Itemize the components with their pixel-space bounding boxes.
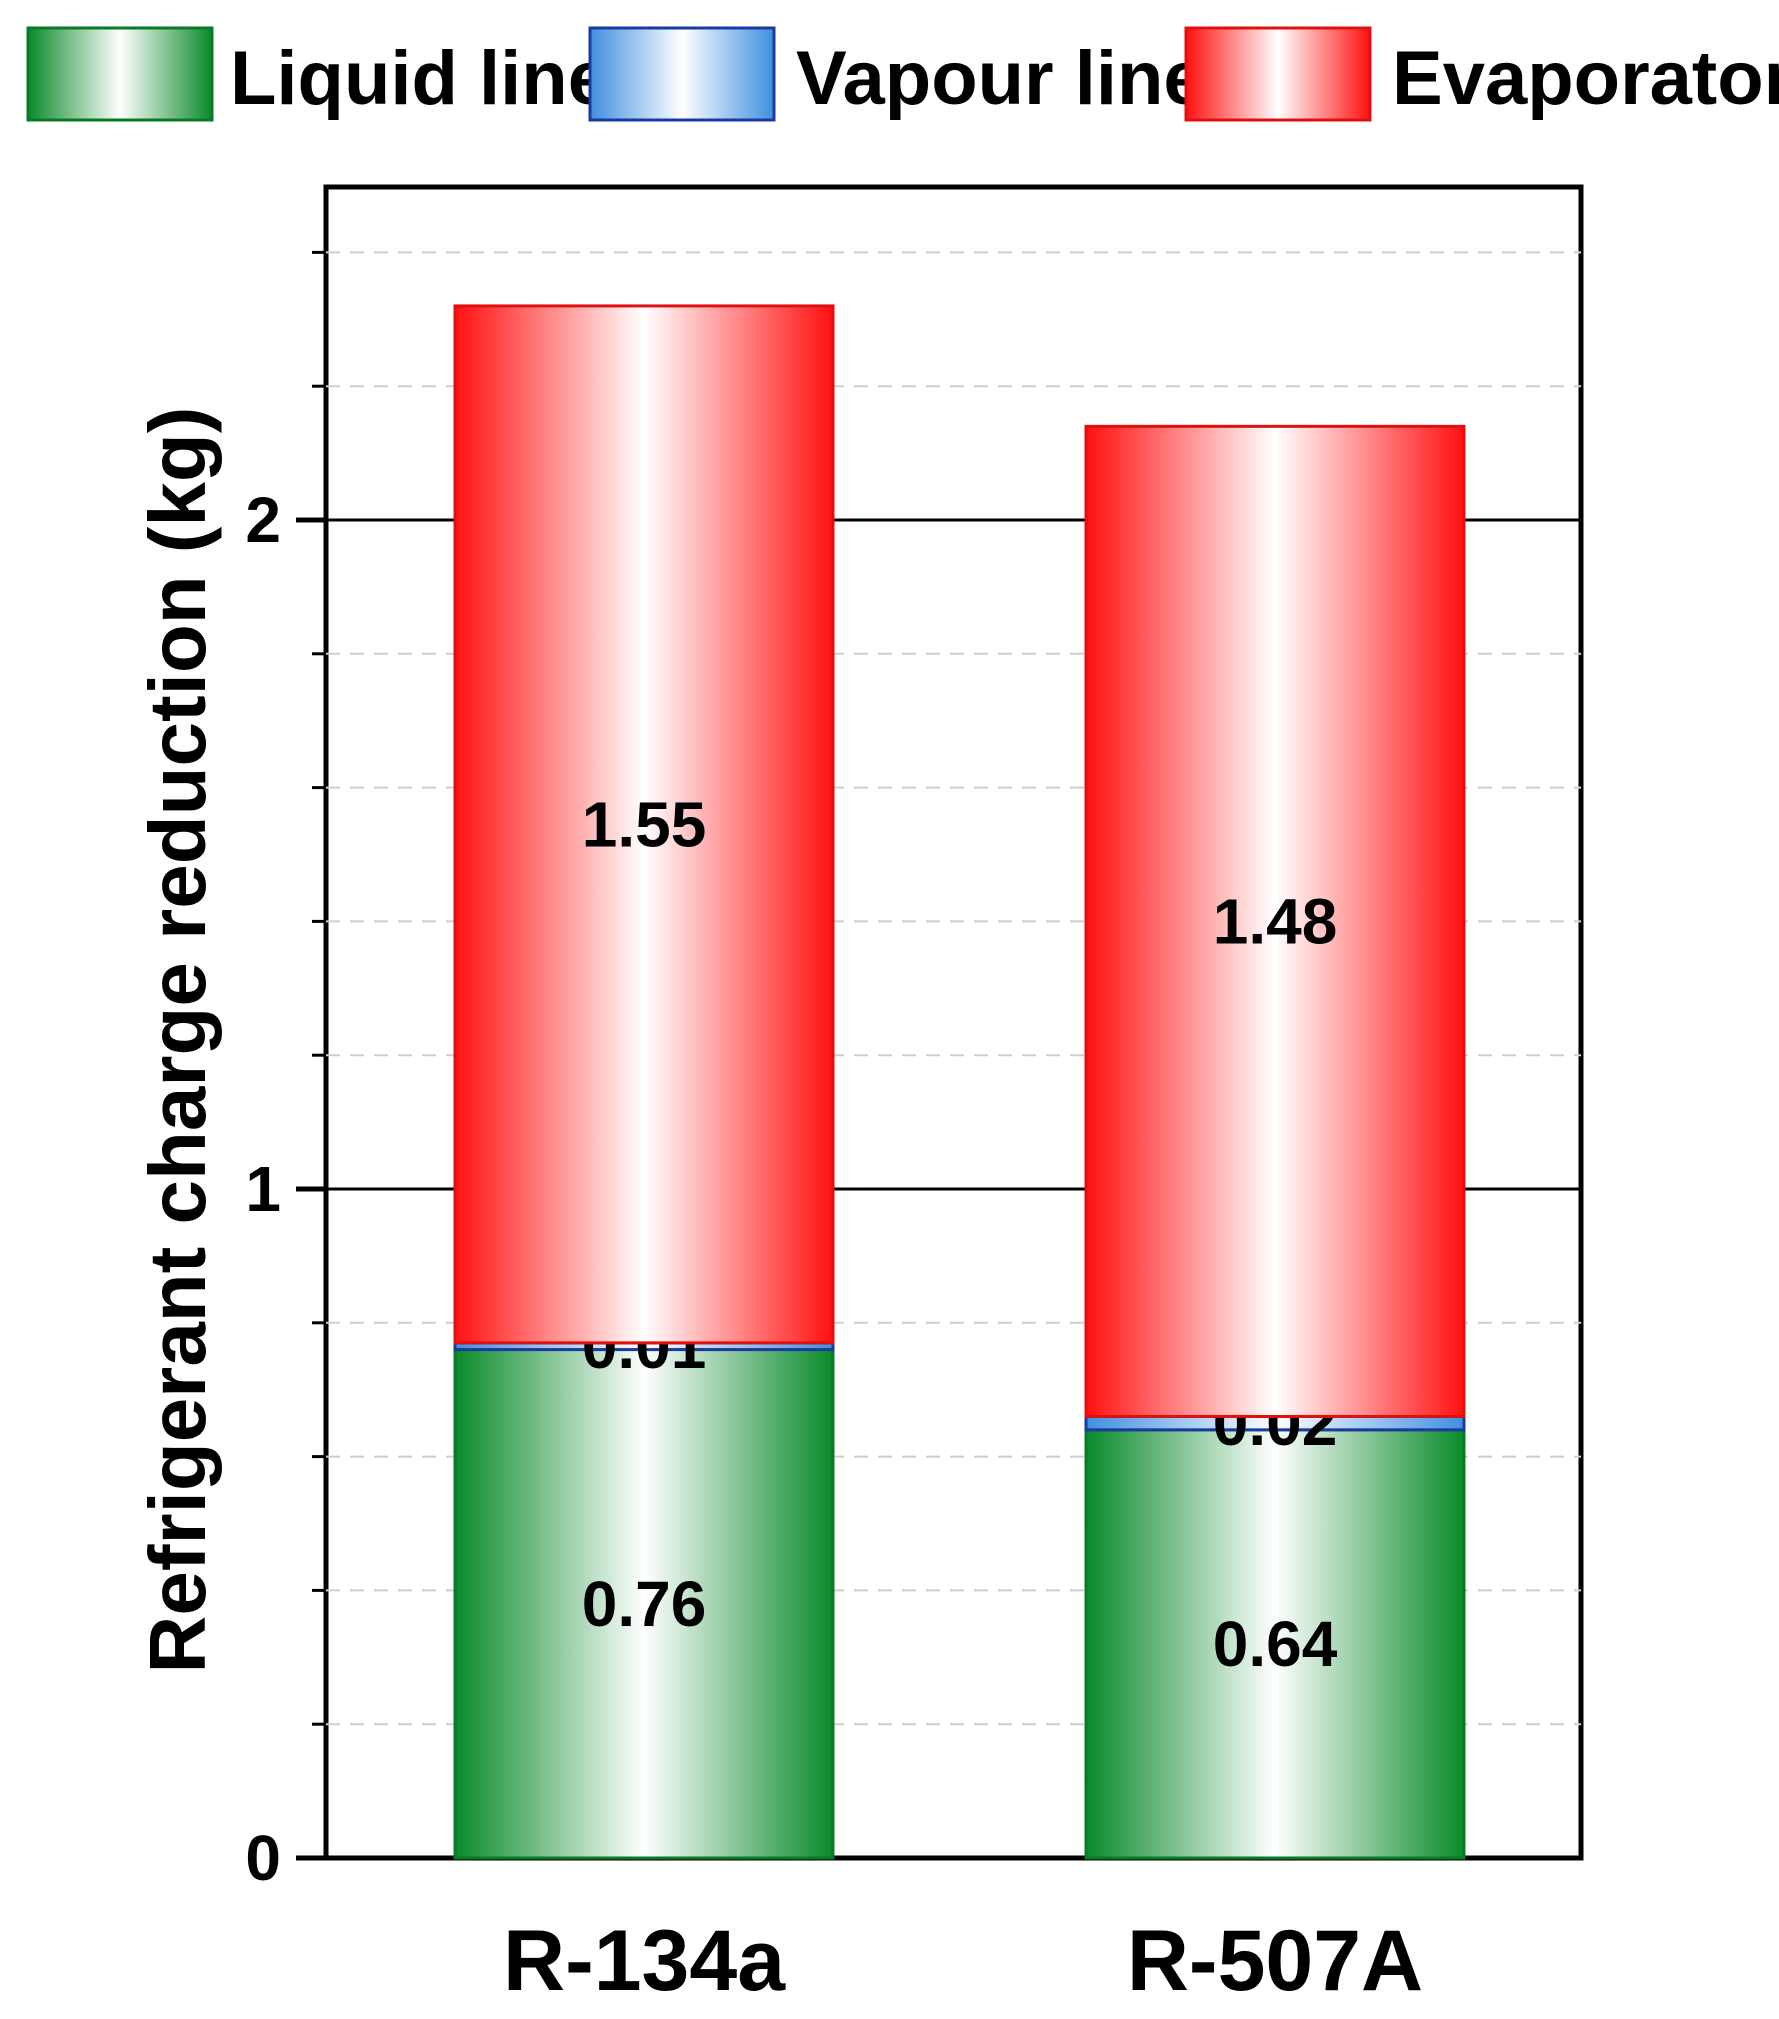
legend-swatch-evaporator (1184, 26, 1372, 122)
legend: Liquid line Vapour line Evaporator (26, 26, 1779, 122)
bar-value-label: 0.64 (1213, 1608, 1338, 1680)
y-tick-label: 0 (245, 1822, 281, 1894)
y-tick-label: 2 (245, 484, 281, 556)
bar-segment-evaporator-r-507a (1084, 424, 1466, 1418)
y-axis-title: Refrigerant charge reduction (kg) (133, 407, 222, 1674)
x-category-label: R-134a (503, 1913, 786, 2009)
legend-label-evaporator: Evaporator (1392, 36, 1779, 121)
bar-segment-liquid-line-r-507a (1084, 1428, 1466, 1860)
legend-swatch-vapour-line (588, 26, 776, 122)
bar-value-label: 0.76 (582, 1568, 707, 1640)
legend-label-liquid-line: Liquid line (230, 36, 610, 121)
bar-value-label: 1.55 (582, 788, 707, 860)
x-category-label: R-507A (1127, 1913, 1423, 2009)
legend-label-vapour-line: Vapour line (796, 36, 1206, 121)
bar-segment-evaporator-r-134a (453, 304, 835, 1345)
y-axis-ticks: 0 1 2 (245, 250, 326, 1894)
plot-frame (323, 184, 1584, 1861)
legend-swatch-liquid-line (26, 26, 214, 122)
y-tick-label: 1 (245, 1153, 281, 1225)
bar-value-label: 1.48 (1213, 885, 1338, 957)
x-axis-categories: R-134a R-507A (503, 1913, 1423, 2009)
bars: 0.760.011.550.640.021.48 (453, 304, 1466, 1860)
